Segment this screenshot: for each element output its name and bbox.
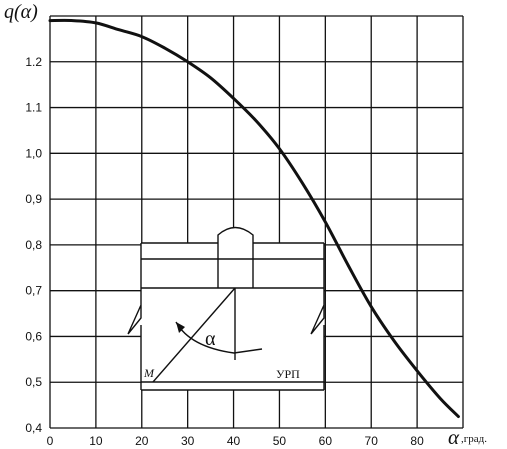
y-tick-label: 1,0 <box>25 146 42 160</box>
x-tick-label: 0 <box>47 434 54 448</box>
x-tick-label: 40 <box>227 434 241 448</box>
x-tick-label: 70 <box>365 434 379 448</box>
x-axis-title-unit: ,град. <box>461 433 487 445</box>
y-tick-label: 0,6 <box>25 329 42 343</box>
y-tick-label: 1.1 <box>25 101 42 115</box>
inset-backdrop <box>141 228 324 390</box>
inset-line-label: УРП <box>276 367 300 381</box>
y-tick-label: 1.2 <box>25 55 42 69</box>
series-line <box>48 18 460 419</box>
y-axis-title: q(α) <box>4 1 38 23</box>
y-tick-label: 0,4 <box>25 421 42 435</box>
y-tick-label: 0,5 <box>25 375 42 389</box>
x-tick-label: 20 <box>135 434 149 448</box>
vertical-gridlines <box>49 16 464 428</box>
y-tick-label: 0,7 <box>25 284 42 298</box>
inset-sight-line <box>152 287 236 383</box>
x-tick-labels: 0 10 20 30 40 50 60 70 80 <box>47 434 424 448</box>
inset-arrow-head <box>176 322 185 333</box>
x-tick-label: 80 <box>410 434 424 448</box>
x-tick-label: 10 <box>89 434 103 448</box>
inset-point-label: M <box>143 366 155 380</box>
x-tick-label: 60 <box>319 434 333 448</box>
y-tick-label: 0,8 <box>25 238 42 252</box>
x-tick-label: 50 <box>273 434 287 448</box>
inset-angle-label: α <box>205 328 216 350</box>
x-tick-label: 30 <box>181 434 195 448</box>
inset-diagram: α M УРП <box>127 226 325 391</box>
x-axis-title-symbol: α <box>448 425 460 449</box>
y-tick-label: 0,9 <box>25 192 42 206</box>
inset-outline <box>127 226 325 391</box>
y-tick-labels: 0,4 0,5 0,6 0,7 0,8 0,9 1,0 1.1 1.2 <box>25 55 42 435</box>
